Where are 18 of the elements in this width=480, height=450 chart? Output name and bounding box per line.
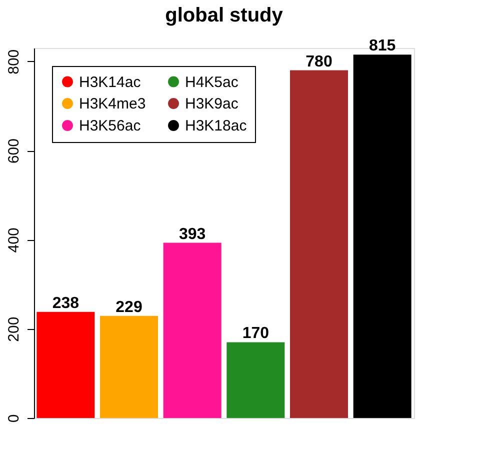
- data-label: 393: [178, 226, 206, 243]
- legend-label: H4K5ac: [185, 74, 239, 91]
- legend-label: H3K4me3: [79, 96, 146, 112]
- data-label: 170: [242, 325, 270, 342]
- legend-label: H3K56ac: [79, 118, 142, 134]
- y-tick-label: 800: [6, 49, 22, 74]
- data-label: 815: [368, 38, 396, 55]
- legend-label: H3K9ac: [185, 96, 239, 112]
- y-tick-label: 0: [6, 414, 22, 423]
- chart-title: global study: [165, 4, 284, 27]
- legend-label: H3K14ac: [79, 74, 142, 91]
- y-tick-label: 600: [6, 138, 22, 164]
- y-tick-label: 200: [6, 316, 22, 342]
- data-label: 229: [116, 298, 142, 316]
- data-label: 780: [306, 53, 332, 70]
- legend-label: H3K18ac: [185, 118, 248, 134]
- y-tick-label: 400: [6, 228, 22, 253]
- data-label: 238: [52, 294, 80, 312]
